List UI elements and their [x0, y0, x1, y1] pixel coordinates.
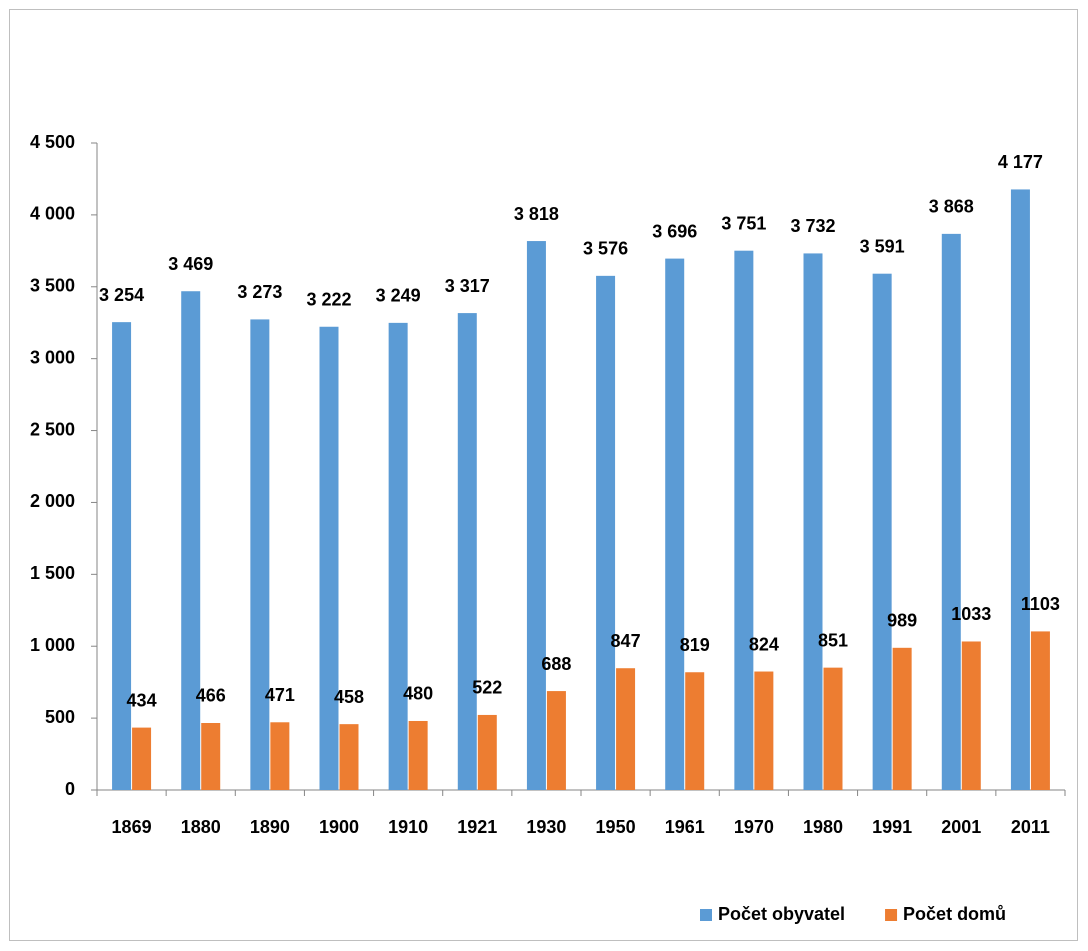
data-label: 688 — [541, 654, 571, 674]
data-label: 3 222 — [306, 289, 351, 309]
y-tick-label: 0 — [65, 779, 75, 799]
bar — [546, 691, 566, 790]
data-label: 3 591 — [860, 236, 905, 256]
bar — [132, 727, 152, 790]
data-label: 3 469 — [168, 254, 213, 274]
bar — [754, 671, 774, 790]
data-label: 824 — [749, 634, 779, 654]
x-tick-label: 1921 — [457, 817, 497, 837]
bar — [477, 714, 497, 790]
data-label: 434 — [127, 690, 157, 710]
legend-label: Počet obyvatel — [718, 904, 845, 924]
data-label: 3 818 — [514, 204, 559, 224]
data-label: 471 — [265, 685, 295, 705]
y-tick-label: 4 000 — [30, 204, 75, 224]
bar — [408, 720, 428, 790]
y-tick-label: 1 000 — [30, 635, 75, 655]
bar — [181, 291, 201, 790]
bar — [803, 253, 823, 790]
y-tick-label: 500 — [45, 707, 75, 727]
y-tick-label: 3 000 — [30, 347, 75, 367]
data-label: 1103 — [1021, 594, 1060, 614]
x-tick-label: 1970 — [734, 817, 774, 837]
data-label: 989 — [887, 611, 917, 631]
bar — [526, 241, 546, 790]
bar — [457, 313, 477, 790]
x-tick-label: 1991 — [872, 817, 912, 837]
data-label: 3 696 — [652, 221, 697, 241]
bar — [734, 250, 754, 790]
bar — [250, 319, 270, 790]
data-label: 466 — [196, 686, 226, 706]
bar — [270, 722, 290, 790]
bar — [112, 322, 132, 790]
data-label: 819 — [680, 635, 710, 655]
bar — [665, 258, 685, 791]
bar — [1030, 631, 1050, 790]
data-label: 458 — [334, 687, 364, 707]
x-tick-label: 1890 — [250, 817, 290, 837]
bar — [596, 275, 616, 790]
x-tick-label: 2001 — [941, 817, 981, 837]
data-label: 3 732 — [790, 216, 835, 236]
legend-swatch — [885, 909, 898, 921]
data-label: 3 317 — [445, 276, 490, 296]
x-tick-label: 1961 — [665, 817, 705, 837]
y-tick-label: 1 500 — [30, 563, 75, 583]
legend-swatch — [700, 909, 712, 921]
bar — [685, 672, 705, 790]
x-tick-label: 1930 — [526, 817, 566, 837]
data-label: 3 576 — [583, 239, 628, 259]
bar — [616, 668, 636, 790]
x-tick-label: 1869 — [112, 817, 152, 837]
bar — [1010, 189, 1030, 791]
x-tick-label: 1980 — [803, 817, 843, 837]
data-label: 851 — [818, 630, 848, 650]
legend-label: Počet domů — [903, 904, 1006, 924]
data-label: 3 254 — [99, 285, 144, 305]
data-label: 3 273 — [237, 282, 282, 302]
data-label: 522 — [472, 678, 502, 698]
data-label: 4 177 — [998, 152, 1043, 172]
data-label: 847 — [611, 631, 641, 651]
y-tick-label: 3 500 — [30, 276, 75, 296]
bar — [339, 724, 359, 790]
bar — [388, 322, 408, 790]
bar — [872, 273, 892, 791]
data-label: 3 751 — [721, 213, 766, 233]
bar — [961, 641, 981, 790]
bar — [941, 233, 961, 790]
bar — [823, 667, 843, 790]
x-tick-label: 1900 — [319, 817, 359, 837]
bar — [892, 647, 912, 790]
data-label: 1033 — [951, 604, 991, 624]
x-tick-label: 1880 — [181, 817, 221, 837]
x-tick-label: 1950 — [596, 817, 636, 837]
y-tick-label: 2 000 — [30, 491, 75, 511]
x-tick-label: 2011 — [1011, 817, 1050, 837]
data-label: 3 868 — [929, 197, 974, 217]
x-tick-label: 1910 — [388, 817, 428, 837]
y-tick-label: 2 500 — [30, 419, 75, 439]
data-label: 3 249 — [376, 286, 421, 306]
y-tick-label: 4 500 — [30, 132, 75, 152]
bar — [201, 722, 221, 790]
data-label: 480 — [403, 684, 433, 704]
bar — [319, 326, 339, 790]
